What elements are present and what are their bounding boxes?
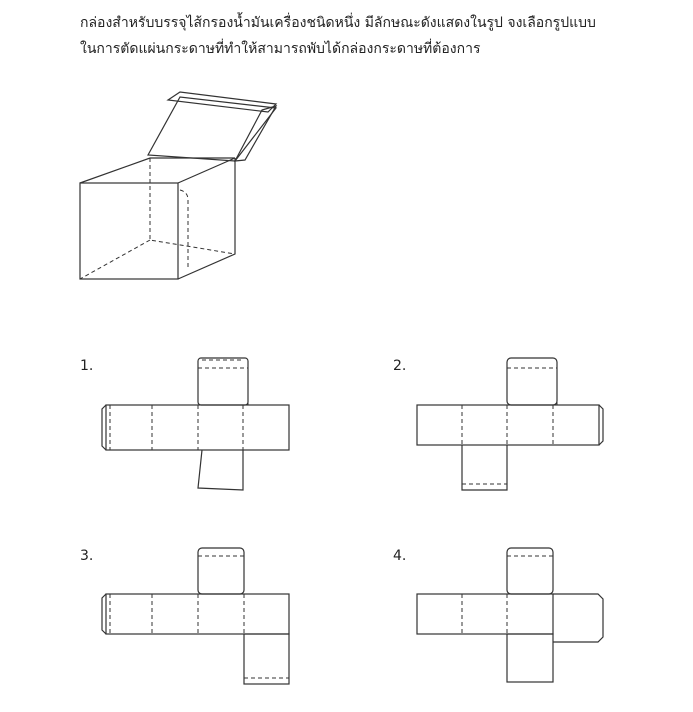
option-2-label: 2. <box>393 358 407 374</box>
net-option-4 <box>416 547 604 683</box>
question-line-1: กล่องสำหรับบรรจุไส้กรองน้ำมันเครื่องชนิด… <box>80 15 596 31</box>
question-line-2: ในการตัดแผ่นกระดาษที่ทำให้สามารถพับได้กล… <box>80 41 481 57</box>
net-option-3 <box>101 547 290 685</box>
net-option-2 <box>416 357 604 491</box>
net-option-1 <box>101 357 290 491</box>
option-1-label: 1. <box>80 358 94 374</box>
open-box-illustration <box>79 91 278 280</box>
option-4-label: 4. <box>393 548 407 564</box>
option-3-label: 3. <box>80 548 94 564</box>
question-text: กล่องสำหรับบรรจุไส้กรองน้ำมันเครื่องชนิด… <box>80 10 680 62</box>
